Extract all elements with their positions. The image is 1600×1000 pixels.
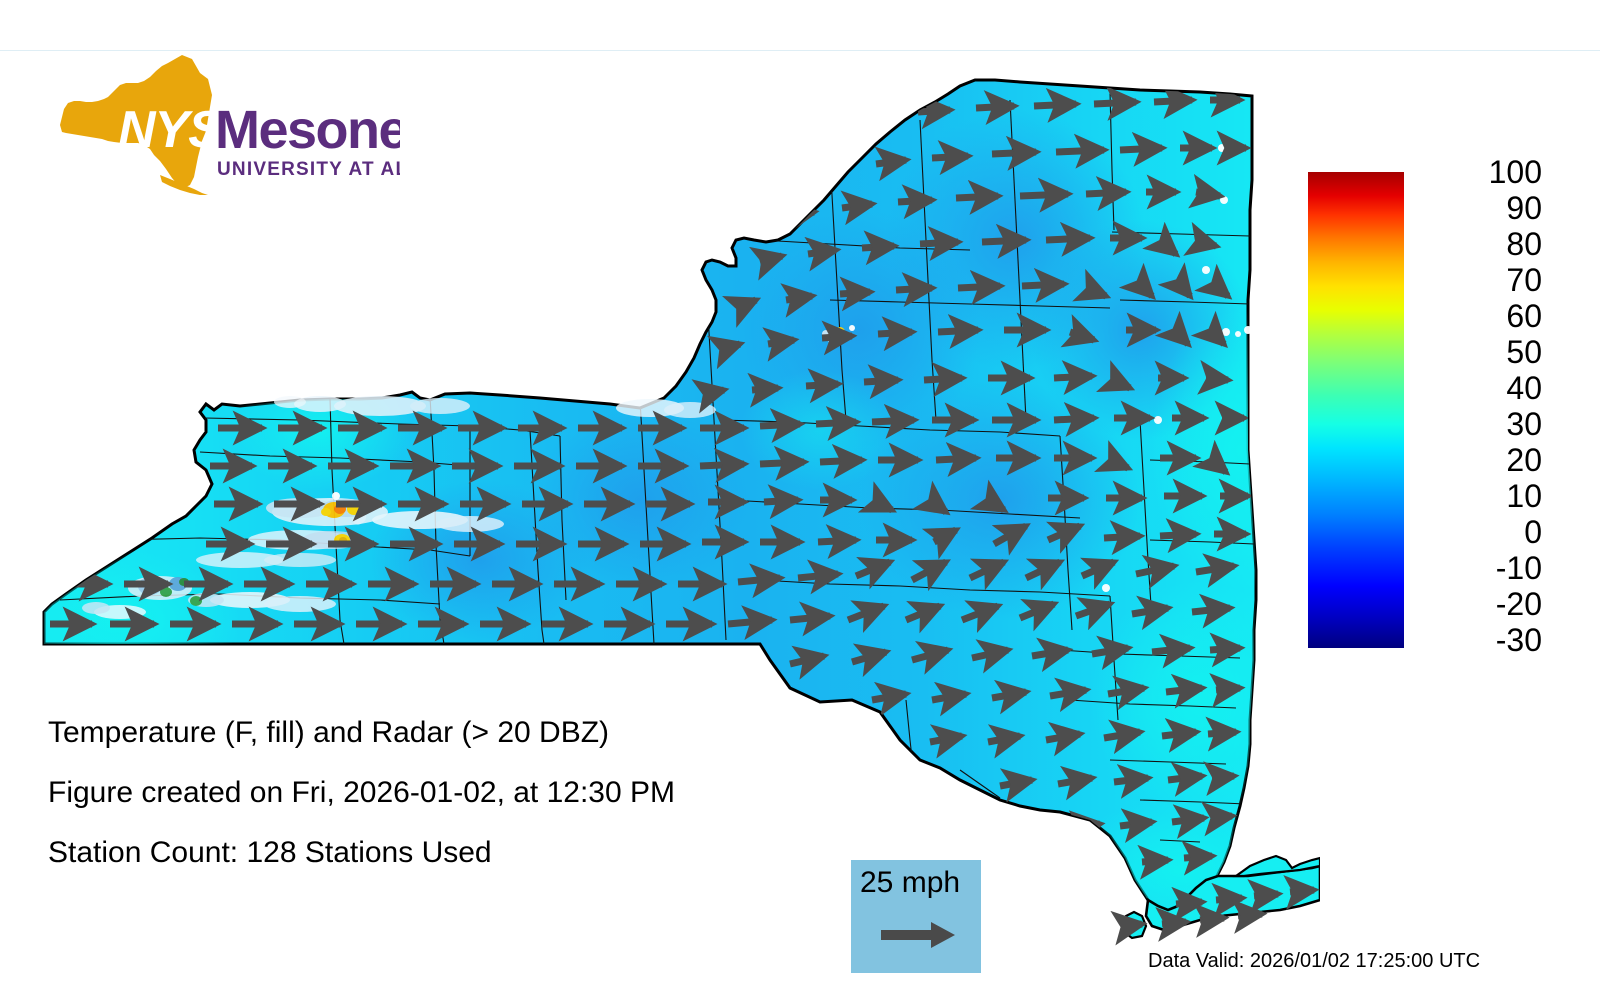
nys-mesonet-logo: NYS Mesonet UNIVERSITY AT ALBANY [50,45,400,195]
wind-legend-arrow-icon [881,920,957,955]
colorbar-tick-neg10: -10 [1495,550,1542,586]
header-divider [0,50,1600,51]
colorbar-tick-40: 40 [1506,370,1542,406]
logo-subtitle-text: UNIVERSITY AT ALBANY [217,159,400,180]
logo-mesonet-text: Mesonet [215,100,400,160]
figure-caption: Temperature (F, fill) and Radar (> 20 DB… [48,718,848,898]
logo-nys-text: NYS [118,101,223,159]
colorbar-tick-80: 80 [1506,226,1542,262]
wind-speed-legend: 25 mph [851,860,981,973]
colorbar-tick-0: 0 [1524,514,1542,550]
colorbar-tick-90: 90 [1506,190,1542,226]
temperature-radar-map [42,78,1320,946]
colorbar-tick-neg20: -20 [1495,586,1542,622]
colorbar-tick-labels: 100 90 80 70 60 50 40 30 20 10 0 -10 -20… [1412,156,1592,664]
wind-vector-field-long-island [1110,875,1320,946]
temperature-colorbar: 100 90 80 70 60 50 40 30 20 10 0 -10 -20… [1308,156,1598,656]
colorbar-tick-50: 50 [1506,334,1542,370]
wind-vector-field [50,82,1254,880]
colorbar-tick-20: 20 [1506,442,1542,478]
caption-created-line: Figure created on Fri, 2026-01-02, at 12… [48,776,676,809]
colorbar-gradient [1308,172,1404,648]
caption-title-line: Temperature (F, fill) and Radar (> 20 DB… [48,716,610,749]
colorbar-tick-neg30: -30 [1495,622,1542,658]
wind-legend-label: 25 mph [860,866,961,899]
colorbar-tick-10: 10 [1506,478,1542,514]
data-valid-timestamp: Data Valid: 2026/01/02 17:25:00 UTC [1148,950,1481,972]
caption-station-count-line: Station Count: 128 Stations Used [48,836,492,869]
colorbar-tick-100: 100 [1488,154,1542,190]
colorbar-tick-30: 30 [1506,406,1542,442]
colorbar-tick-70: 70 [1506,262,1542,298]
colorbar-tick-60: 60 [1506,298,1542,334]
new-york-state-outline-icon [60,55,212,195]
